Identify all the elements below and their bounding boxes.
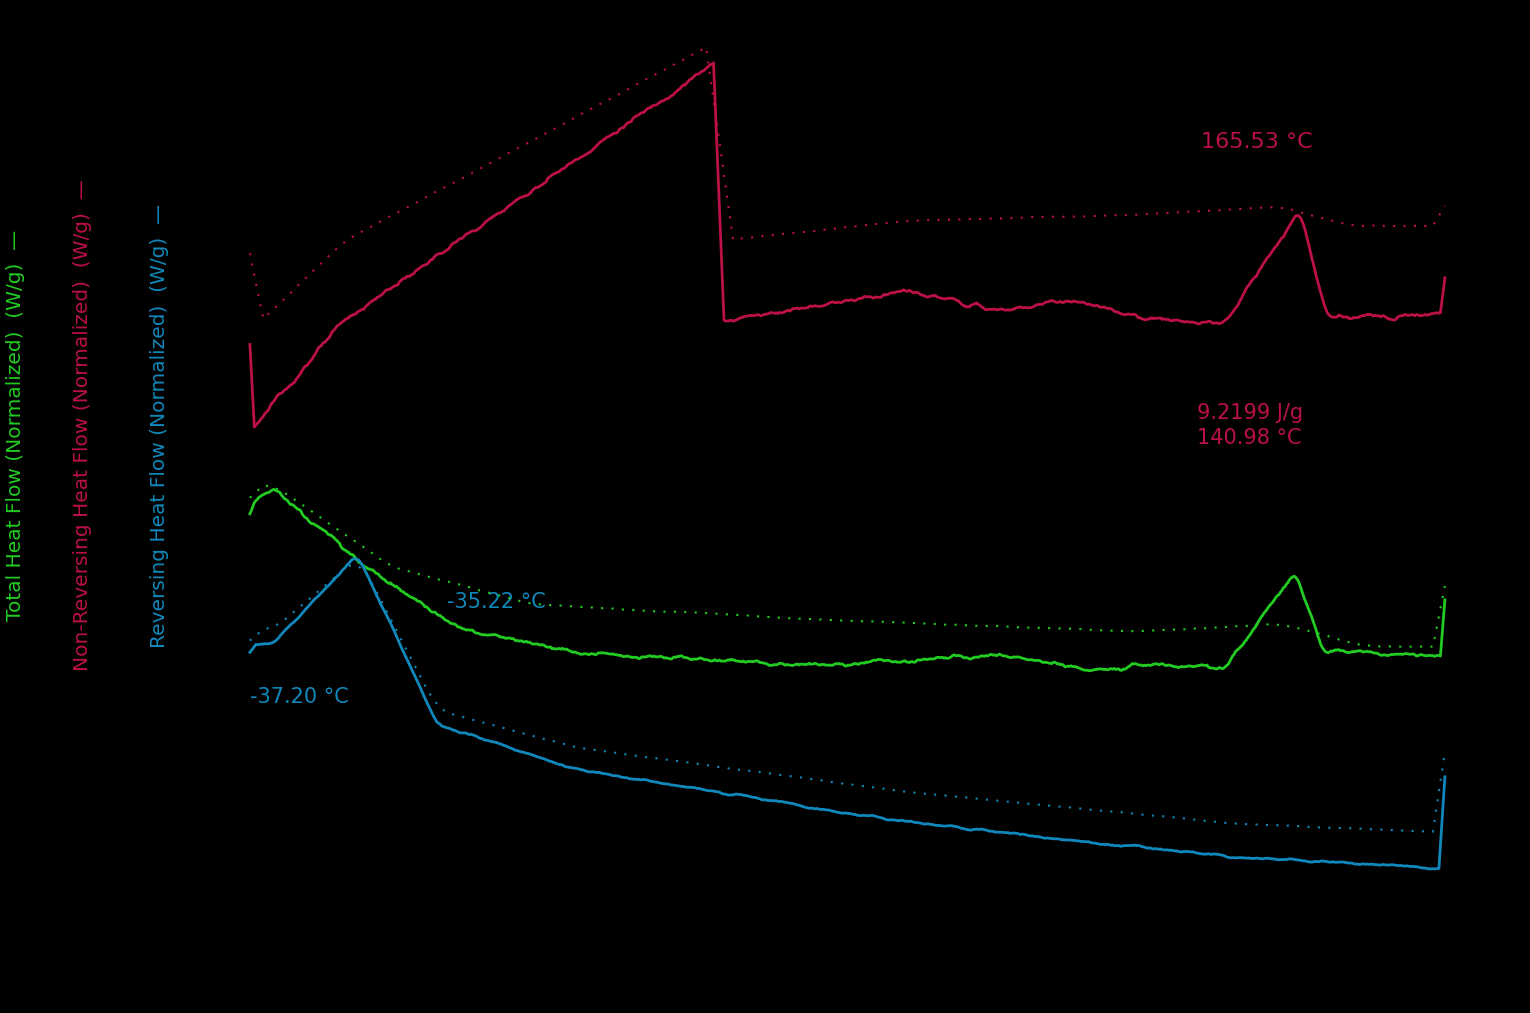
Text: -37.20 °C: -37.20 °C [249,687,349,707]
Text: Reversing Heat Flow (Normalized)  (W/g)  —: Reversing Heat Flow (Normalized) (W/g) — [150,204,168,647]
Text: -35.22 °C: -35.22 °C [447,593,546,613]
Text: Total Heat Flow (Normalized)  (W/g)  —: Total Heat Flow (Normalized) (W/g) — [6,230,24,621]
Text: 9.2199 J/g
140.98 °C: 9.2199 J/g 140.98 °C [1196,403,1302,448]
Text: 165.53 °C: 165.53 °C [1201,132,1313,152]
Text: Non-Reversing Heat Flow (Normalized)  (W/g)  —: Non-Reversing Heat Flow (Normalized) (W/… [73,179,92,672]
